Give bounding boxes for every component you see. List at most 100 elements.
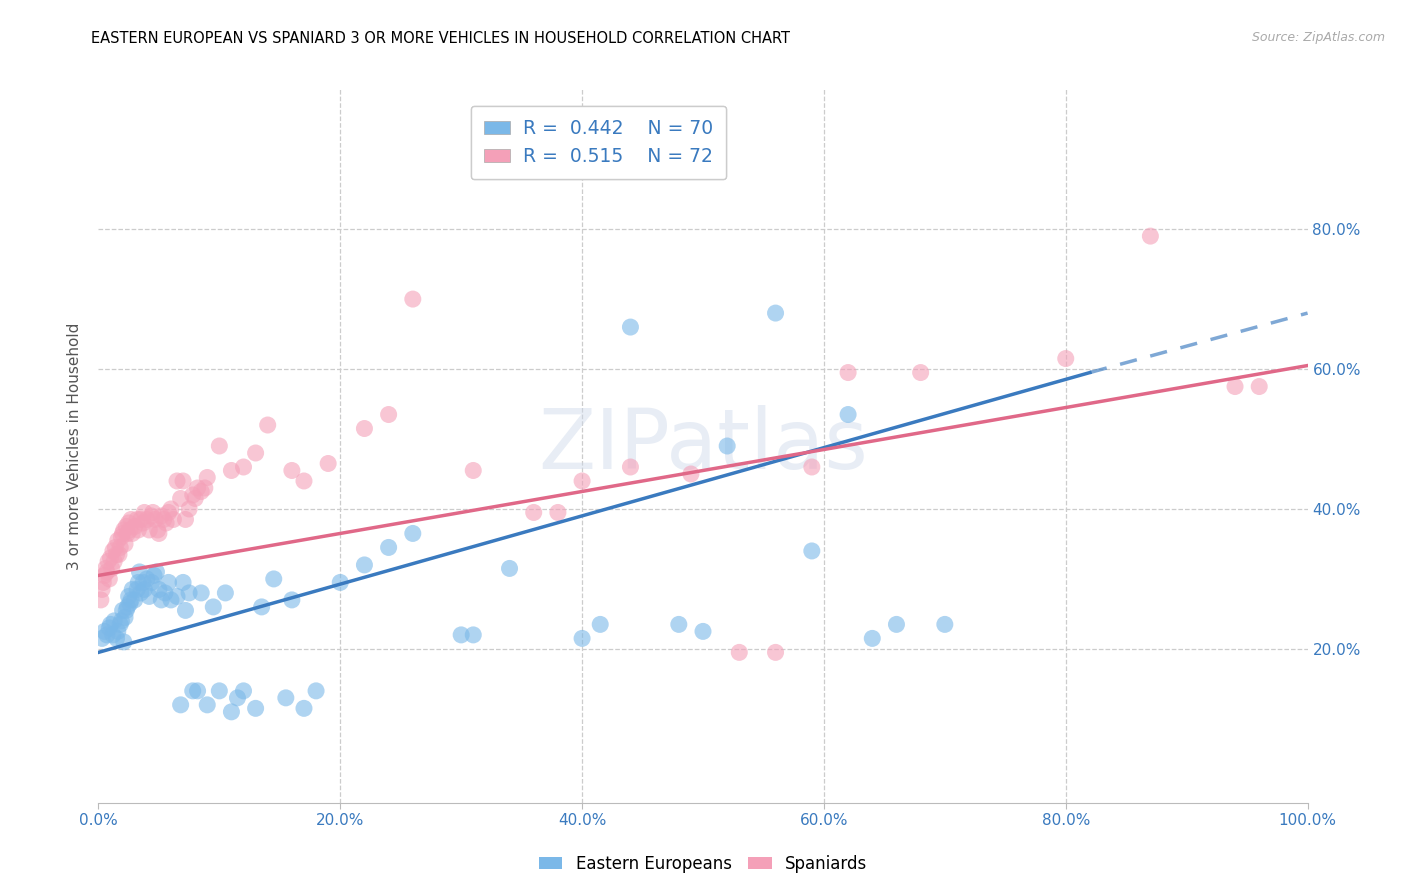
Point [96,628,118,642]
Point [150,593,173,607]
Point [120,512,142,526]
Point [155,516,177,530]
Point [143,512,166,526]
Point [103,614,125,628]
Point [98,621,121,635]
Point [93,624,115,639]
Y-axis label: 3 or more Vehicles in Household: 3 or more Vehicles in Household [67,322,83,570]
Point [194,481,217,495]
Point [589,617,612,632]
Text: ZIPatlas: ZIPatlas [538,406,868,486]
Point [91,632,114,646]
Point [668,617,690,632]
Point [96,565,118,579]
Point [160,593,183,607]
Point [184,491,207,506]
Point [128,565,150,579]
Point [111,603,134,617]
Point [716,439,738,453]
Point [169,698,191,712]
Point [523,506,546,520]
Point [100,561,122,575]
Point [148,582,170,597]
Point [162,512,184,526]
Point [101,628,124,642]
Point [619,460,641,475]
Point [124,519,146,533]
Point [107,624,129,639]
Point [292,474,315,488]
Point [274,690,297,705]
Point [94,561,117,575]
Point [120,593,142,607]
Point [105,632,128,646]
Point [208,684,231,698]
Point [800,460,823,475]
Point [118,590,141,604]
Point [498,561,520,575]
Point [181,684,204,698]
Point [138,590,160,604]
Point [115,519,138,533]
Point [108,541,131,555]
Point [450,628,472,642]
Point [281,593,304,607]
Point [353,558,375,572]
Point [145,565,167,579]
Point [765,645,787,659]
Point [860,632,883,646]
Point [97,554,120,568]
Point [141,508,163,523]
Point [463,628,485,642]
Text: Source: ZipAtlas.com: Source: ZipAtlas.com [1251,31,1385,45]
Point [114,610,136,624]
Point [107,533,129,548]
Point [104,541,127,555]
Point [150,508,173,523]
Point [402,526,425,541]
Point [377,408,399,422]
Point [377,541,399,555]
Point [181,488,204,502]
Point [160,502,183,516]
Point [571,474,593,488]
Point [571,632,593,646]
Point [115,603,138,617]
Point [547,506,569,520]
Point [679,467,702,481]
Point [214,586,236,600]
Point [232,684,254,698]
Point [221,463,243,477]
Point [132,575,155,590]
Point [195,470,218,484]
Point [174,512,197,526]
Point [117,599,139,614]
Point [134,506,156,520]
Point [98,572,121,586]
Point [837,366,859,380]
Point [221,705,243,719]
Point [728,645,751,659]
Point [305,684,328,698]
Point [121,582,143,597]
Point [91,582,114,597]
Point [190,586,212,600]
Point [226,690,249,705]
Point [837,408,859,422]
Point [166,474,188,488]
Point [256,417,278,432]
Point [138,523,160,537]
Point [103,554,125,568]
Point [105,548,128,562]
Point [1249,379,1271,393]
Point [329,575,352,590]
Point [169,491,191,506]
Point [142,506,165,520]
Point [134,582,156,597]
Point [118,516,141,530]
Point [172,575,194,590]
Point [148,526,170,541]
Point [112,635,135,649]
Point [208,439,231,453]
Point [281,463,304,477]
